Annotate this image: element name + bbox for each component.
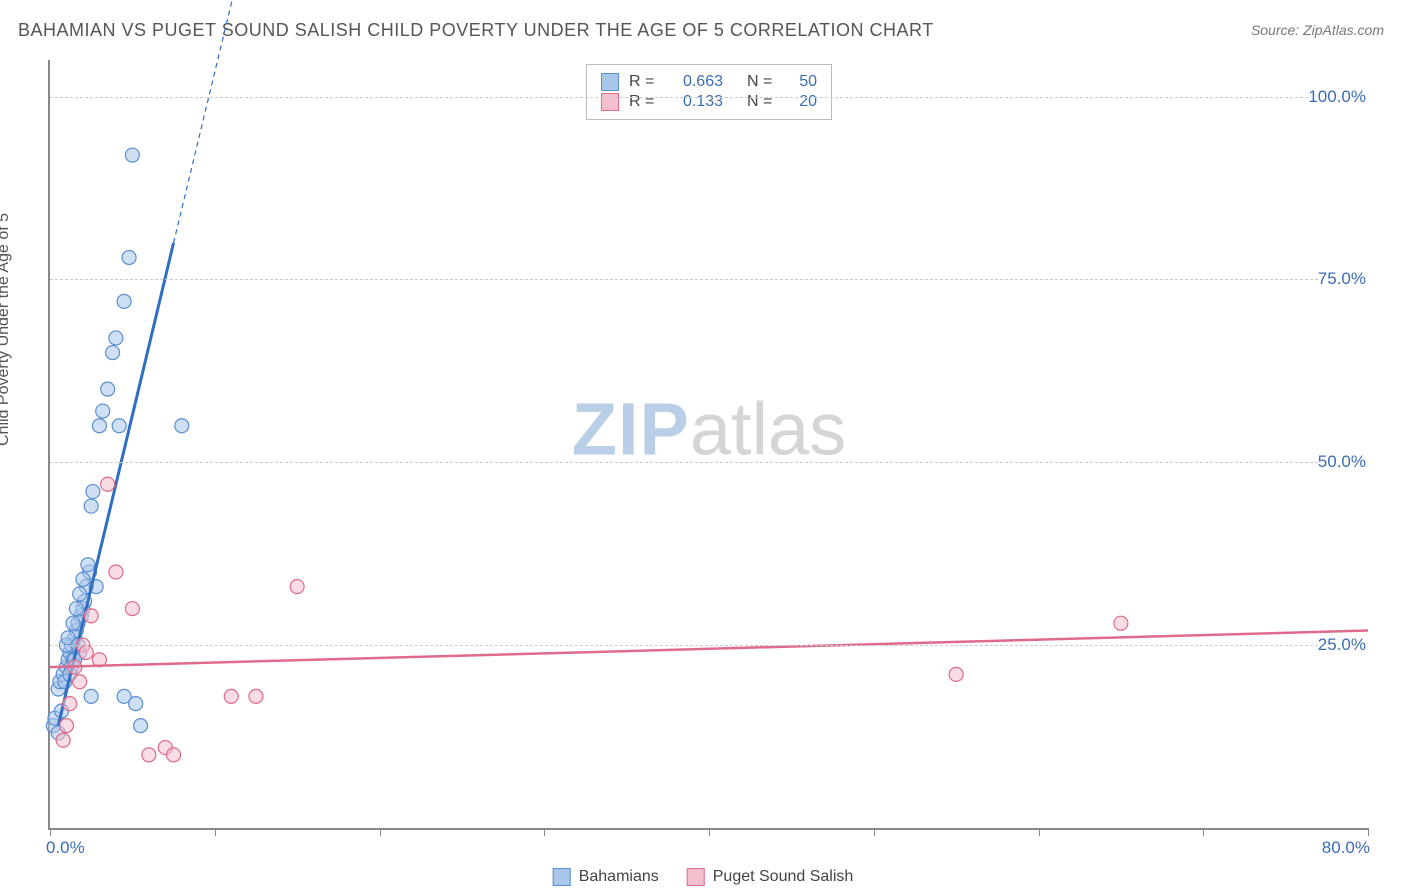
- n-value-bahamians: 50: [785, 73, 817, 91]
- r-label: R =: [629, 73, 657, 91]
- chart-title: BAHAMIAN VS PUGET SOUND SALISH CHILD POV…: [18, 20, 934, 41]
- xtick: [1368, 828, 1369, 836]
- data-point: [81, 558, 95, 572]
- data-point: [84, 609, 98, 623]
- data-point: [109, 565, 123, 579]
- data-point: [59, 719, 73, 733]
- swatch-bahamians: [553, 868, 571, 886]
- data-point: [112, 419, 126, 433]
- trend-line: [50, 631, 1368, 668]
- data-point: [101, 382, 115, 396]
- xtick: [215, 828, 216, 836]
- source-attribution: Source: ZipAtlas.com: [1251, 22, 1384, 38]
- plot-svg: [50, 60, 1368, 828]
- data-point: [84, 689, 98, 703]
- data-point: [106, 346, 120, 360]
- data-point: [101, 477, 115, 491]
- xtick: [380, 828, 381, 836]
- gridline-h: [50, 279, 1368, 280]
- ytick-label: 100.0%: [1308, 87, 1370, 107]
- r-value-bahamians: 0.663: [667, 73, 723, 91]
- data-point: [134, 719, 148, 733]
- data-point: [167, 748, 181, 762]
- data-point: [63, 697, 77, 711]
- legend-item-salish: Puget Sound Salish: [687, 868, 854, 886]
- xtick-label: 80.0%: [1322, 838, 1370, 858]
- xtick-label: 0.0%: [46, 838, 85, 858]
- data-point: [122, 250, 136, 264]
- data-point: [224, 689, 238, 703]
- legend-item-bahamians: Bahamians: [553, 868, 659, 886]
- y-axis-label: Child Poverty Under the Age of 5: [0, 213, 13, 446]
- xtick: [544, 828, 545, 836]
- data-point: [1114, 616, 1128, 630]
- ytick-label: 75.0%: [1318, 269, 1370, 289]
- data-point: [86, 485, 100, 499]
- legend-correlation: R = 0.663 N = 50 R = 0.133 N = 20: [586, 64, 832, 120]
- legend-series: Bahamians Puget Sound Salish: [553, 868, 854, 886]
- data-point: [142, 748, 156, 762]
- ytick-label: 50.0%: [1318, 452, 1370, 472]
- n-label: N =: [747, 73, 775, 91]
- xtick: [1203, 828, 1204, 836]
- swatch-salish: [687, 868, 705, 886]
- data-point: [125, 602, 139, 616]
- data-point: [73, 587, 87, 601]
- data-point: [76, 572, 90, 586]
- gridline-h: [50, 645, 1368, 646]
- data-point: [66, 616, 80, 630]
- legend-row-bahamians: R = 0.663 N = 50: [601, 73, 817, 91]
- data-point: [117, 294, 131, 308]
- xtick: [1039, 828, 1040, 836]
- xtick: [709, 828, 710, 836]
- data-point: [73, 675, 87, 689]
- data-point: [56, 733, 70, 747]
- ytick-label: 25.0%: [1318, 635, 1370, 655]
- data-point: [84, 499, 98, 513]
- legend-label-bahamians: Bahamians: [579, 868, 659, 886]
- gridline-h: [50, 462, 1368, 463]
- data-point: [129, 697, 143, 711]
- data-point: [125, 148, 139, 162]
- trend-line: [58, 243, 173, 726]
- data-point: [175, 419, 189, 433]
- data-point: [249, 689, 263, 703]
- data-point: [92, 419, 106, 433]
- data-point: [79, 645, 93, 659]
- data-point: [290, 580, 304, 594]
- data-point: [69, 602, 83, 616]
- xtick: [50, 828, 51, 836]
- gridline-h: [50, 97, 1368, 98]
- data-point: [109, 331, 123, 345]
- data-point: [96, 404, 110, 418]
- xtick: [874, 828, 875, 836]
- legend-label-salish: Puget Sound Salish: [713, 868, 854, 886]
- plot-area: ZIPatlas R = 0.663 N = 50 R = 0.133 N = …: [48, 60, 1368, 830]
- data-point: [949, 667, 963, 681]
- swatch-bahamians: [601, 73, 619, 91]
